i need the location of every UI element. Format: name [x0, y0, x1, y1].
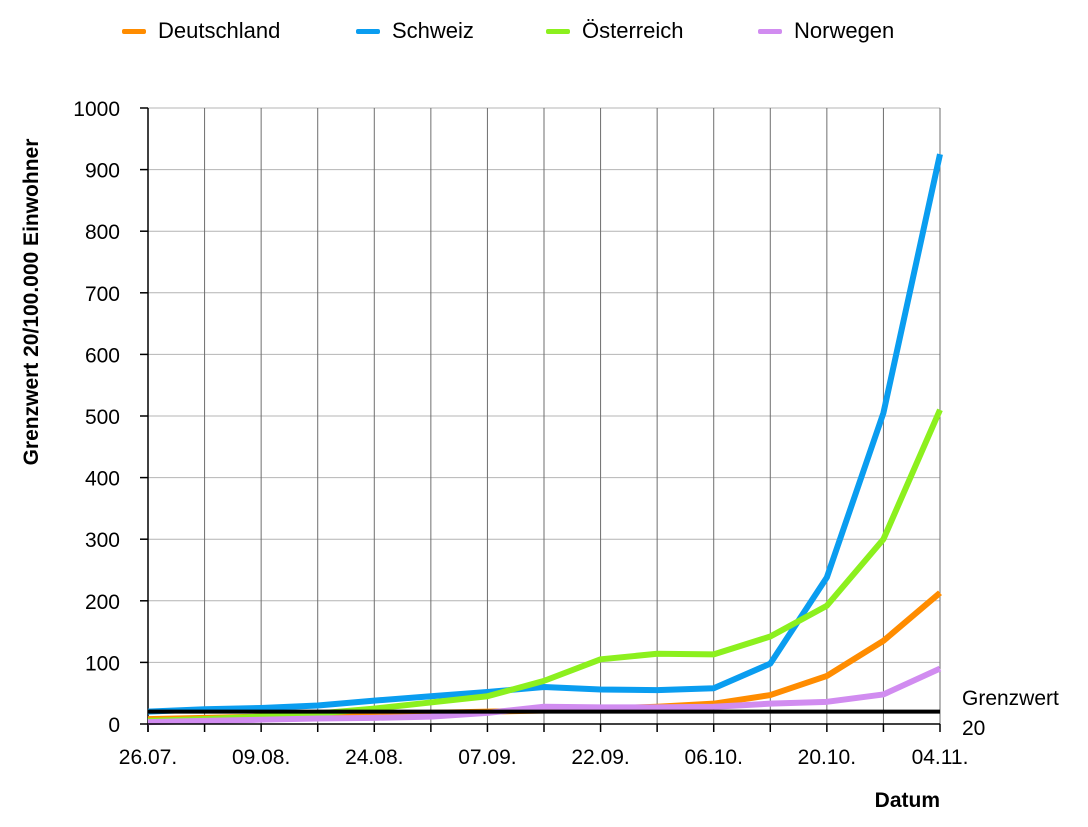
x-axis-label: Datum	[874, 789, 940, 812]
legend-label: Norwegen	[794, 18, 895, 43]
y-tick-label: 800	[85, 221, 120, 244]
reference-line-label: Grenzwert 20	[962, 687, 1059, 740]
y-tick-label: 600	[85, 344, 120, 367]
x-tick-label: 26.07.	[119, 746, 177, 769]
series-line-schweiz	[147, 153, 943, 715]
x-tick-label: 04.11.	[912, 746, 969, 769]
x-tick-label: 06.10.	[685, 746, 743, 769]
legend-label: Schweiz	[392, 18, 474, 43]
y-tick-label: 1000	[73, 98, 120, 121]
x-tick-label: 22.09.	[571, 746, 629, 769]
legend-swatch	[546, 28, 570, 34]
legend-item: Deutschland	[122, 16, 280, 46]
y-tick-label: 400	[85, 468, 120, 491]
x-tick-label: 07.09.	[458, 746, 516, 769]
y-tick-label: 300	[85, 529, 120, 552]
y-tick-label: 0	[108, 714, 120, 737]
y-tick-label: 900	[85, 160, 120, 183]
legend-swatch	[356, 28, 380, 34]
legend-item: Norwegen	[758, 16, 894, 46]
series-line-norwegen	[147, 665, 942, 726]
series-line-österreich	[147, 408, 943, 724]
y-tick-label: 700	[85, 283, 120, 306]
legend-swatch	[758, 28, 782, 34]
x-tick-label: 24.08.	[345, 746, 403, 769]
legend-label: Österreich	[582, 18, 684, 43]
legend: Deutschland Schweiz Österreich Norwegen	[0, 16, 1088, 46]
legend-item: Österreich	[546, 16, 683, 46]
y-axis-label: Grenzwert 20/100.000 Einwohner	[20, 138, 43, 466]
y-tick-label: 200	[85, 591, 120, 614]
y-tick-label: 500	[85, 406, 120, 429]
legend-swatch	[122, 28, 146, 34]
x-tick-label: 09.08.	[232, 746, 290, 769]
legend-item: Schweiz	[356, 16, 474, 46]
y-tick-label: 100	[85, 652, 120, 675]
x-tick-label: 20.10.	[798, 746, 856, 769]
legend-label: Deutschland	[158, 18, 281, 43]
